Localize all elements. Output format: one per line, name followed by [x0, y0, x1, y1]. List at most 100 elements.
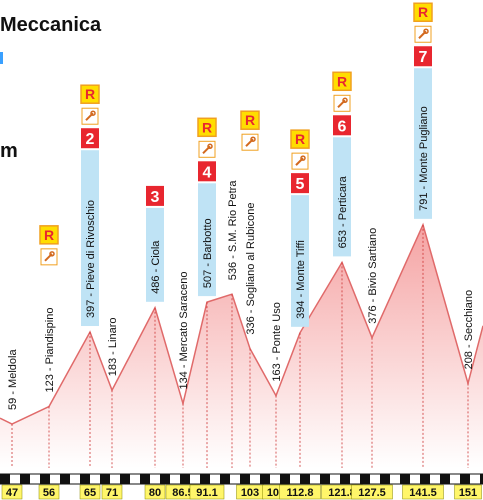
refreshment-icon: R: [332, 71, 352, 92]
refreshment-letter: R: [418, 4, 428, 20]
x-tick-box: [351, 484, 393, 500]
x-tick-label-4: 80: [149, 487, 161, 499]
profile-area-layer: [0, 222, 483, 468]
wrench-icon: [414, 25, 432, 43]
location-label-12: 653 - Perticara: [337, 175, 349, 248]
x-tick-box: [79, 484, 101, 500]
refreshment-letter: R: [337, 73, 347, 89]
axis-rail-segment: [360, 474, 370, 484]
climb-label-box: [291, 195, 309, 327]
climb-number-badge: [198, 161, 216, 182]
axis-rail-segment: [480, 474, 483, 484]
wrench-icon: [40, 248, 58, 266]
climb-label-box: [198, 183, 216, 297]
refreshment-letter: R: [202, 119, 212, 135]
x-axis-layer: 47 56 65 71 80 86.5 91.1 103 107 112.8 121.8 127.5 1…: [0, 473, 483, 500]
location-label-15: 208 - Secchiano: [463, 290, 475, 370]
axis-rail-segment: [240, 474, 250, 484]
axis-rail-segment: [160, 474, 170, 484]
x-tick-box: [402, 484, 444, 500]
profile-labels-layer: 59 - Meldola 123 - Piandispino 397 - Pieve…: [7, 68, 475, 410]
refreshment-icon: R: [197, 117, 217, 138]
refreshment-letter: R: [245, 112, 255, 128]
axis-rail-segment: [460, 474, 470, 484]
axis-rail-segment: [80, 474, 90, 484]
refreshment-letter: R: [85, 86, 95, 102]
location-label-14: 791 - Monte Pugliano: [418, 106, 430, 211]
refreshment-icon: R: [80, 84, 100, 104]
location-label-3: 397 - Pieve di Rivoschio: [85, 200, 97, 318]
climb-label-box: [414, 68, 432, 219]
climb-number: 2: [86, 131, 95, 148]
x-tick-box: [189, 484, 225, 500]
x-tick-label-11: 127.5: [358, 487, 386, 499]
axis-rail-segment: [140, 474, 150, 484]
climb-label-box: [81, 150, 99, 327]
refreshment-letter: R: [295, 131, 305, 147]
climb-number: 6: [338, 118, 347, 135]
x-tick-label-6: 91.1: [196, 487, 217, 499]
axis-rail-segment: [400, 474, 410, 484]
climb-number-badge: [81, 128, 99, 149]
x-tick-label-2: 65: [84, 487, 96, 499]
profile-area: [0, 224, 483, 468]
location-label-8: 536 - S.M. Rio Petra: [227, 180, 239, 281]
axis-rail-segment: [440, 474, 450, 484]
axis-rail-segment: [420, 474, 430, 484]
refreshment-icon: R: [240, 110, 260, 130]
climb-number: 4: [203, 164, 212, 181]
climb-number-badge: [333, 115, 351, 136]
climb-number: 7: [419, 49, 428, 66]
chart-title: Meccanica: [0, 14, 102, 36]
x-tick-box: [38, 484, 60, 500]
refreshment-icon: R: [39, 225, 59, 245]
axis-rail-segment: [20, 474, 30, 484]
axis-rail-segment: [200, 474, 210, 484]
climb-number-badge: [414, 46, 432, 67]
location-label-2: 123 - Piandispino: [44, 308, 56, 393]
axis-rail-segment: [300, 474, 310, 484]
axis-rail-segment: [260, 474, 270, 484]
wrench-icon: [241, 133, 259, 151]
climb-label-box: [333, 137, 351, 257]
axis-rail-segment: [100, 474, 110, 484]
axis-rail-segment: [340, 474, 350, 484]
axis-rail-segment: [220, 474, 230, 484]
location-label-11: 394 - Monte Tiffi: [295, 240, 307, 319]
axis-rail-segment: [280, 474, 290, 484]
edge-marker: [0, 52, 3, 64]
x-tick-box: [454, 484, 482, 500]
wrench-icon: [81, 107, 99, 125]
refreshment-letter: R: [44, 227, 54, 243]
x-tick-label-1: 56: [43, 487, 55, 499]
x-tick-label-0: 47: [6, 487, 18, 499]
x-tick-label-10: 121.8: [328, 487, 356, 499]
location-label-5: 486 - Ciola: [150, 240, 162, 294]
x-tick-label-3: 71: [106, 487, 118, 499]
climb-label-box: [146, 207, 164, 302]
axis-rail-segment: [40, 474, 50, 484]
axis-rail-segment: [320, 474, 330, 484]
axis-rail-segment: [120, 474, 130, 484]
x-tick-box: [279, 484, 321, 500]
location-label-1: 59 - Meldola: [7, 349, 19, 410]
axis-rail-segment: [60, 474, 70, 484]
climb-number: 3: [151, 189, 160, 206]
location-label-13: 376 - Bivio Sartiano: [367, 228, 379, 324]
location-label-4: 183 - Linaro: [107, 318, 119, 377]
refreshment-icon: R: [413, 2, 433, 22]
x-tick-box: [1, 484, 23, 500]
refreshment-icon: R: [290, 129, 310, 149]
axis-rail-segment: [0, 474, 10, 484]
climb-number-badge: [291, 173, 309, 194]
x-tick-label-13: 151: [459, 487, 477, 499]
wrench-icon: [198, 140, 216, 158]
profile-guides-layer: [11, 224, 469, 468]
x-tick-box: [144, 484, 166, 500]
x-tick-label-12: 141.5: [409, 487, 437, 499]
axis-rail-segment: [180, 474, 190, 484]
profile-badges-layer: 2 R 3 4 R 5 R 6 R 7 R R R: [39, 2, 433, 266]
x-tick-label-5: 86.5: [172, 487, 193, 499]
climb-number-badge: [146, 185, 164, 206]
